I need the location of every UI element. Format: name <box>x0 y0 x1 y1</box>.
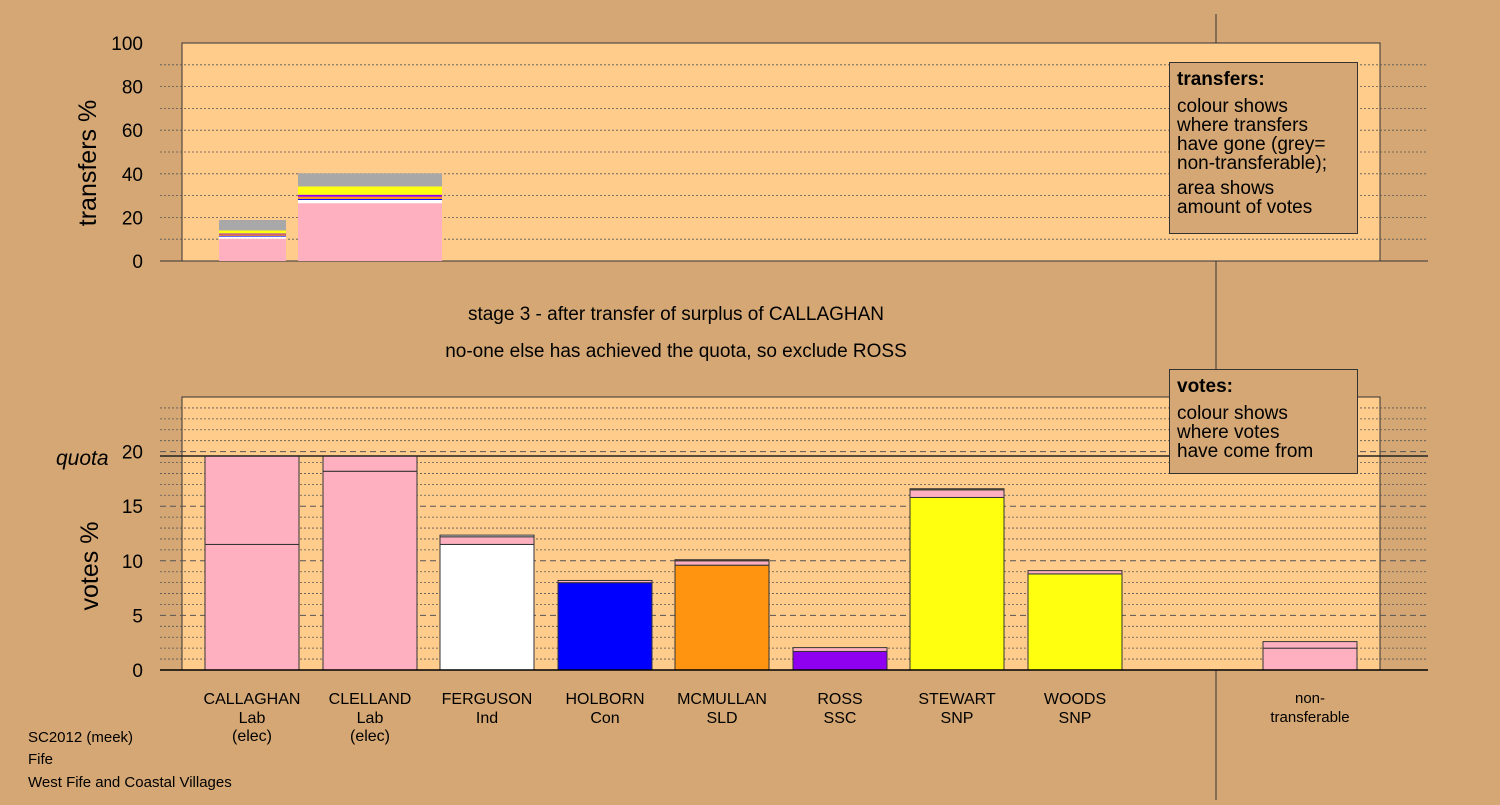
nontransferable-label: transferable <box>1270 709 1349 726</box>
transfer-segment-nontransferable <box>298 173 442 187</box>
candidate-name-label: WOODS <box>1044 691 1106 708</box>
vote-segment-ind <box>439 534 535 538</box>
transfer-segment-con <box>298 198 442 200</box>
transfers-y-tick-label: 80 <box>122 78 143 99</box>
transfers-legend-line: have gone (grey= <box>1177 134 1326 155</box>
candidate-name-label: CALLAGHAN <box>204 691 301 708</box>
candidate-party-label: Lab <box>239 710 266 727</box>
vote-segment-lab <box>1027 570 1123 575</box>
vote-segment-con <box>557 582 653 671</box>
candidate-party-label: Con <box>590 710 619 727</box>
votes-y-tick-label: 20 <box>122 443 143 464</box>
votes-y-tick-label: 10 <box>122 552 143 573</box>
transfer-segment-lab <box>219 238 286 261</box>
transfer-segment-ssc <box>298 194 442 197</box>
votes-legend-line: colour shows <box>1177 403 1288 424</box>
vote-segment-lab <box>557 579 653 584</box>
candidate-party-label: SNP <box>1059 710 1092 727</box>
candidate-name-label: ROSS <box>817 691 862 708</box>
transfer-segment-con <box>219 235 286 237</box>
vote-segment-lab <box>439 536 535 545</box>
transfers-legend: transfers: colour shows where transfers … <box>1169 62 1358 234</box>
transfer-segment-lab <box>298 203 442 261</box>
candidate-status-label: (elec) <box>350 728 390 745</box>
transfer-segment-ind <box>298 199 442 204</box>
votes-legend-line: where votes <box>1177 422 1280 443</box>
transfers-y-axis-label: transfers % <box>74 100 102 226</box>
candidate-name-label: MCMULLAN <box>677 691 767 708</box>
nontransferable-segment <box>1262 647 1358 671</box>
transfers-legend-line: non-transferable); <box>1177 153 1327 174</box>
transfers-y-tick-label: 40 <box>122 165 143 186</box>
vote-segment-sld <box>674 559 770 562</box>
vote-segment-snp <box>909 488 1005 491</box>
candidate-party-label: SSC <box>824 710 857 727</box>
candidate-name-label: CLELLAND <box>329 691 412 708</box>
vote-segment-lab <box>204 455 300 545</box>
transfer-segment-sld <box>298 196 442 199</box>
vote-segment-lab <box>792 647 888 652</box>
candidate-party-label: SNP <box>941 710 974 727</box>
votes-y-axis-label: votes % <box>76 522 104 611</box>
candidate-status-label: (elec) <box>232 728 272 745</box>
candidate-party-label: SLD <box>706 710 737 727</box>
transfers-legend-title: transfers: <box>1177 69 1265 90</box>
candidate-party-label: Lab <box>357 710 384 727</box>
transfers-legend-line: where transfers <box>1177 115 1308 136</box>
transfer-segment-snp <box>219 230 286 234</box>
footer-council: Fife <box>28 751 54 768</box>
footer-ward: West Fife and Coastal Villages <box>28 774 232 791</box>
transfers-legend-line: area shows <box>1177 178 1275 199</box>
transfers-y-tick-label: 20 <box>122 208 143 229</box>
nontransferable-segment <box>1262 641 1358 649</box>
candidate-party-label: Ind <box>476 710 498 727</box>
transfers-legend-line: colour shows <box>1177 96 1288 117</box>
transfer-segment-nontransferable <box>219 220 286 231</box>
votes-legend-title: votes: <box>1177 376 1233 397</box>
votes-legend-line: have come from <box>1177 441 1314 462</box>
vote-segment-ind <box>439 543 535 671</box>
nontransferable-label: non- <box>1295 690 1325 707</box>
candidate-name-label: STEWART <box>918 691 996 708</box>
transfers-y-tick-label: 60 <box>122 121 143 142</box>
vote-segment-lab <box>909 489 1005 498</box>
votes-legend: votes: colour shows where votes have com… <box>1169 369 1358 474</box>
vote-segment-lab <box>322 455 418 472</box>
vote-segment-snp <box>1027 573 1123 671</box>
vote-segment-lab <box>674 560 770 566</box>
exclusion-caption: no-one else has achieved the quota, so e… <box>445 341 907 362</box>
candidate-name-label: HOLBORN <box>565 691 644 708</box>
transfer-segment-ind <box>219 236 286 239</box>
transfers-y-tick-label: 0 <box>132 252 143 273</box>
vote-segment-lab <box>204 543 300 671</box>
votes-y-tick-label: 0 <box>132 661 143 682</box>
vote-segment-lab <box>322 470 418 671</box>
quota-label: quota <box>56 447 109 470</box>
vote-segment-snp <box>909 496 1005 671</box>
footer-election: SC2012 (meek) <box>28 729 134 746</box>
vote-segment-sld <box>674 564 770 671</box>
candidate-name-label: FERGUSON <box>442 691 533 708</box>
stage-caption: stage 3 - after transfer of surplus of C… <box>468 304 884 325</box>
transfers-y-tick-label: 100 <box>111 34 143 55</box>
transfer-segment-snp <box>298 186 442 195</box>
transfers-legend-line: amount of votes <box>1177 197 1313 218</box>
vote-segment-ssc <box>792 650 888 671</box>
transfer-segment-ssc <box>219 233 286 235</box>
votes-y-tick-label: 15 <box>122 497 143 518</box>
transfer-segment-sld <box>219 234 286 236</box>
votes-y-tick-label: 5 <box>132 606 143 627</box>
